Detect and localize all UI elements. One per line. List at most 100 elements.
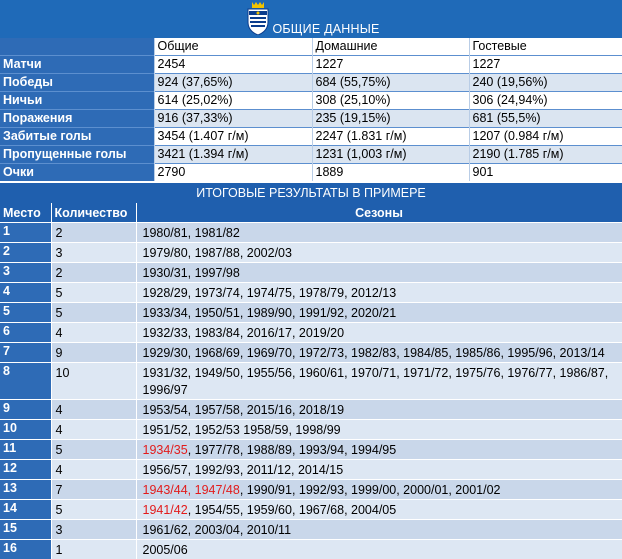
seasons-cell: 1941/42, 1954/55, 1959/60, 1967/68, 2004… xyxy=(136,500,622,520)
stat-value: 3454 (1.407 г/м) xyxy=(154,128,312,146)
seasons-text: 1979/80, 1987/88, 2002/03 xyxy=(143,246,292,260)
stat-value: 916 (37,33%) xyxy=(154,110,312,128)
stat-label: Ничьи xyxy=(0,92,154,110)
seasons-cell: 1933/34, 1950/51, 1989/90, 1991/92, 2020… xyxy=(136,303,622,323)
seasons-text: 1931/32, 1949/50, 1955/56, 1960/61, 1970… xyxy=(143,366,609,397)
seasons-text: 1928/29, 1973/74, 1974/75, 1978/79, 2012… xyxy=(143,286,397,300)
count-cell: 5 xyxy=(51,500,136,520)
place-cell: 16 xyxy=(0,540,51,559)
seasons-cell: 1930/31, 1997/98 xyxy=(136,263,622,283)
seasons-text: 2005/06 xyxy=(143,543,188,557)
seasons-text: 1953/54, 1957/58, 2015/16, 2018/19 xyxy=(143,403,345,417)
seasons-cell: 1979/80, 1987/88, 2002/03 xyxy=(136,243,622,263)
stat-value: 614 (25,02%) xyxy=(154,92,312,110)
stat-value: 684 (55,75%) xyxy=(312,74,469,92)
count-cell: 3 xyxy=(51,520,136,540)
club-crest-icon xyxy=(245,2,271,35)
count-cell: 5 xyxy=(51,440,136,460)
seasons-text: , 1977/78, 1988/89, 1993/94, 1994/95 xyxy=(188,443,397,457)
place-cell: 11 xyxy=(0,440,51,460)
stat-value: 308 (25,10%) xyxy=(312,92,469,110)
place-cell: 15 xyxy=(0,520,51,540)
stat-value: 2790 xyxy=(154,164,312,182)
place-cell: 13 xyxy=(0,480,51,500)
stat-value: 306 (24,94%) xyxy=(469,92,622,110)
seasons-cell: 1929/30, 1968/69, 1969/70, 1972/73, 1982… xyxy=(136,343,622,363)
count-cell: 2 xyxy=(51,223,136,243)
stat-value: 2454 xyxy=(154,56,312,74)
seasons-text: , 1990/91, 1992/93, 1999/00, 2000/01, 20… xyxy=(240,483,501,497)
stat-label: Победы xyxy=(0,74,154,92)
seasons-cell: 1931/32, 1949/50, 1955/56, 1960/61, 1970… xyxy=(136,363,622,400)
stat-value: 2190 (1.785 г/м) xyxy=(469,146,622,164)
stat-value: 1889 xyxy=(312,164,469,182)
seasons-cell: 1956/57, 1992/93, 2011/12, 2014/15 xyxy=(136,460,622,480)
place-cell: 5 xyxy=(0,303,51,323)
count-cell: 9 xyxy=(51,343,136,363)
count-cell: 5 xyxy=(51,303,136,323)
place-cell: 6 xyxy=(0,323,51,343)
stat-label: Забитые голы xyxy=(0,128,154,146)
place-cell: 9 xyxy=(0,400,51,420)
count-cell: 2 xyxy=(51,263,136,283)
place-cell: 8 xyxy=(0,363,51,400)
seasons-text: 1929/30, 1968/69, 1969/70, 1972/73, 1982… xyxy=(143,346,605,360)
seasons-cell: 1951/52, 1952/53 1958/59, 1998/99 xyxy=(136,420,622,440)
highlighted-seasons: 1941/42 xyxy=(143,503,188,517)
stat-value: 681 (55,5%) xyxy=(469,110,622,128)
stat-value: 1227 xyxy=(469,56,622,74)
count-cell: 1 xyxy=(51,540,136,559)
corner-cell xyxy=(0,38,154,56)
place-cell: 7 xyxy=(0,343,51,363)
count-header: Количество xyxy=(51,203,136,223)
page-title: ОБЩИЕ ДАННЫЕ xyxy=(272,22,379,36)
results-section-title: ИТОГОВЫЕ РЕЗУЛЬТАТЫ В ПРИМЕРЕ xyxy=(0,181,622,203)
count-cell: 10 xyxy=(51,363,136,400)
seasons-text: 1980/81, 1981/82 xyxy=(143,226,240,240)
seasons-cell: 1934/35, 1977/78, 1988/89, 1993/94, 1994… xyxy=(136,440,622,460)
column-header: Домашние xyxy=(312,38,469,56)
count-cell: 3 xyxy=(51,243,136,263)
place-header: Место xyxy=(0,203,51,223)
stat-value: 1207 (0.984 г/м) xyxy=(469,128,622,146)
seasons-cell: 1928/29, 1973/74, 1974/75, 1978/79, 2012… xyxy=(136,283,622,303)
column-header: Гостевые xyxy=(469,38,622,56)
place-cell: 3 xyxy=(0,263,51,283)
seasons-cell: 1953/54, 1957/58, 2015/16, 2018/19 xyxy=(136,400,622,420)
header-banner: ОБЩИЕ ДАННЫЕ xyxy=(0,0,622,38)
seasons-cell: 1980/81, 1981/82 xyxy=(136,223,622,243)
count-cell: 4 xyxy=(51,323,136,343)
seasons-cell: 2005/06 xyxy=(136,540,622,559)
results-header-row: Место Количество Сезоны xyxy=(0,203,622,223)
seasons-text: 1951/52, 1952/53 1958/59, 1998/99 xyxy=(143,423,341,437)
stat-value: 1231 (1,003 г/м) xyxy=(312,146,469,164)
highlighted-seasons: 1943/44, 1947/48 xyxy=(143,483,240,497)
place-cell: 1 xyxy=(0,223,51,243)
seasons-text: 1956/57, 1992/93, 2011/12, 2014/15 xyxy=(143,463,344,477)
seasons-cell: 1961/62, 2003/04, 2010/11 xyxy=(136,520,622,540)
place-cell: 14 xyxy=(0,500,51,520)
seasons-text: 1930/31, 1997/98 xyxy=(143,266,240,280)
seasons-text: 1933/34, 1950/51, 1989/90, 1991/92, 2020… xyxy=(143,306,397,320)
place-cell: 10 xyxy=(0,420,51,440)
column-header: Общие xyxy=(154,38,312,56)
highlighted-seasons: 1934/35 xyxy=(143,443,188,457)
